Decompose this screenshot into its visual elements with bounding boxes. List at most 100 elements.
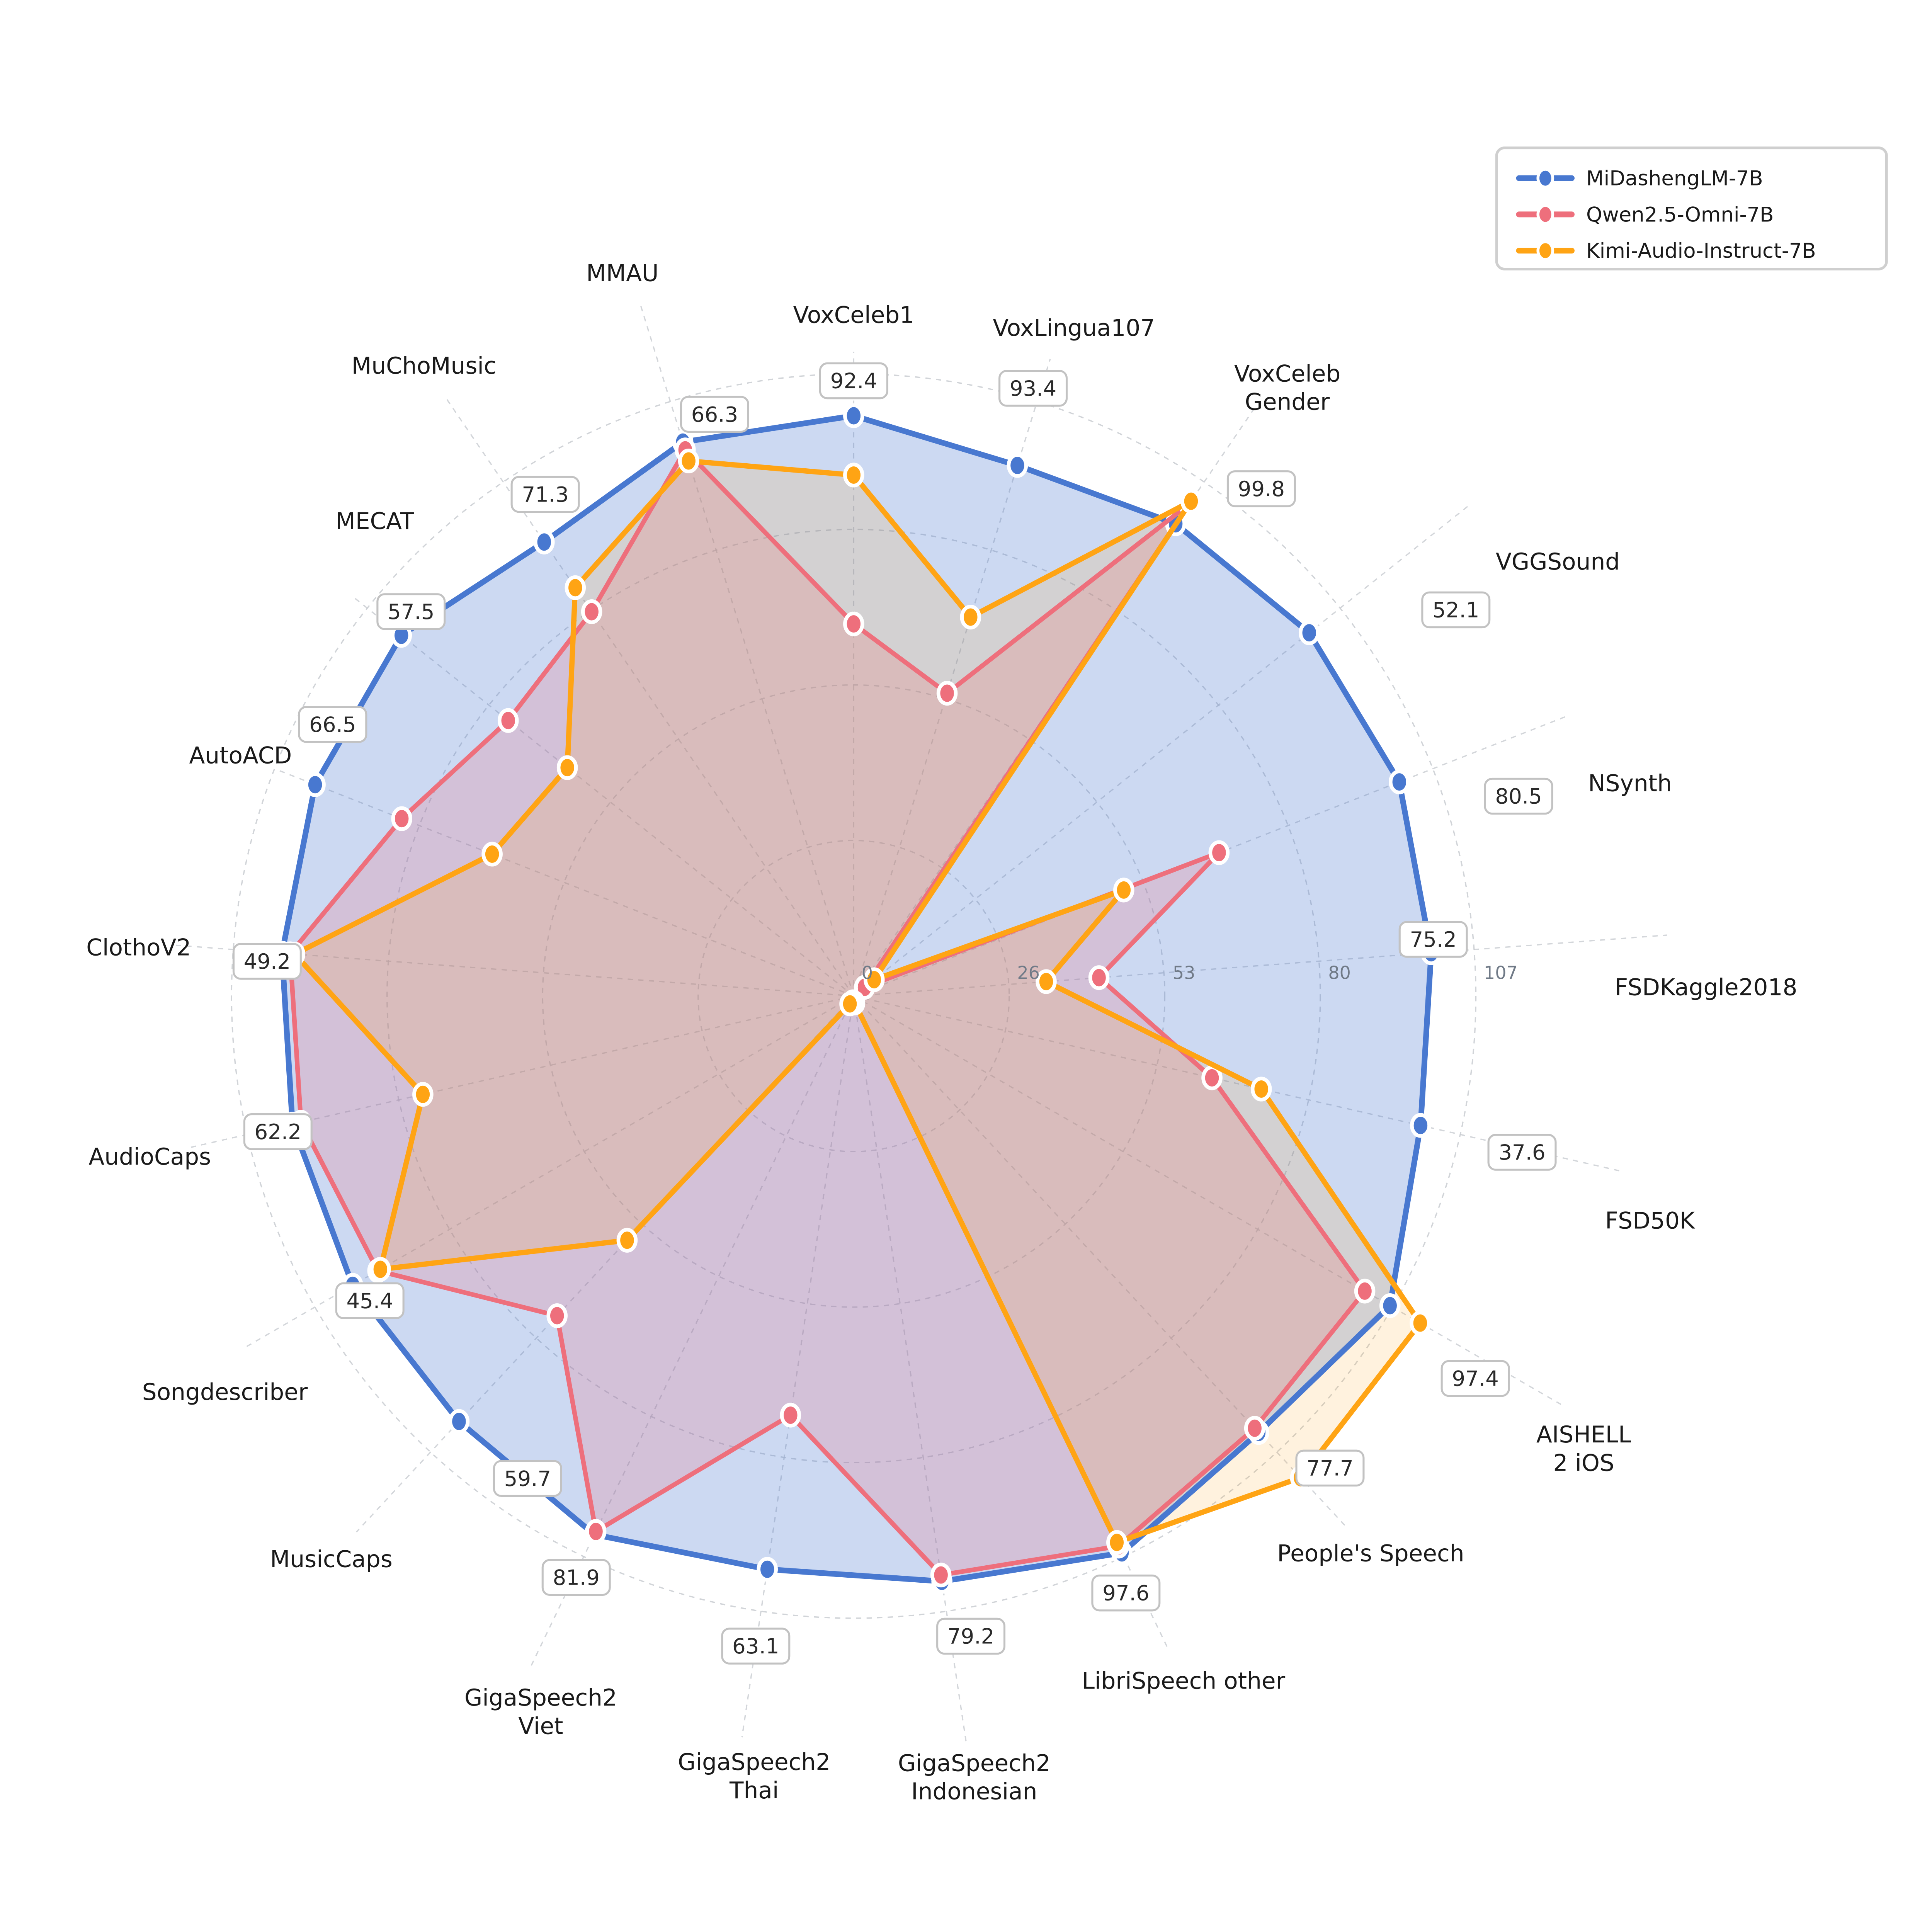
data-point-Qwen2.5-Omni-7B [585,1519,607,1544]
data-point-MiDashengLM-7B [1410,1113,1431,1138]
data-point-Qwen2.5-Omni-7B [1088,965,1110,990]
value-box-frame [1484,777,1553,815]
value-boxes: 92.4 93.4 99.8 52.1 80.5 75.2 37.6 97.4 77.7 97.6… [232,362,1557,1665]
series-fill-Qwen2.5-Omni-7B [290,450,1365,1575]
category-label: VoxCeleb1 [793,302,915,328]
value-box-frame [1295,1449,1365,1487]
category-label: Songdescriber [142,1379,308,1406]
value-box-frame [819,362,888,400]
data-point-Kimi-Audio-Instruct-7B [1250,1077,1272,1102]
category-label: MECAT [335,508,414,535]
data-point-Kimi-Audio-Instruct-7B [1410,1311,1431,1336]
axis-spoke [854,934,1667,997]
value-box: 63.1 [721,1628,791,1665]
value-box-text: 66.5 [309,712,356,737]
value-box: 52.1 [1421,591,1491,629]
category-label: ClothoV2 [86,935,191,961]
value-box-text: 45.4 [346,1288,393,1313]
value-box: 81.9 [541,1559,611,1596]
radial-tick-label: 80 [1328,962,1351,983]
value-box-text: 63.1 [732,1634,779,1658]
value-box: 37.6 [1487,1134,1557,1171]
value-box-text: 97.6 [1102,1581,1149,1605]
data-point-Kimi-Audio-Instruct-7B [1106,1530,1128,1555]
value-box-text: 49.2 [244,949,291,974]
legend-swatch-dot [1536,168,1554,189]
category-label: GigaSpeech2 Thai [678,1749,830,1804]
category-label: LibriSpeech other [1082,1668,1286,1695]
legend-item: MiDashengLM-7B [1516,167,1763,190]
value-box: 80.5 [1484,777,1553,815]
category-label: VoxLingua107 [993,315,1155,342]
radial-tick-label: 53 [1173,962,1196,983]
legend-frame [1495,146,1888,270]
value-box-frame [243,1113,313,1150]
value-box-frame [510,476,580,513]
data-point-Kimi-Audio-Instruct-7B [412,1082,434,1107]
data-point-MiDashengLM-7B [1007,453,1028,478]
value-box-frame [335,1282,405,1319]
radial-tick-label: 107 [1484,962,1518,983]
value-box: 71.3 [510,476,580,513]
value-box-frame [376,593,446,630]
value-box-frame [1226,470,1296,507]
radial-tick-label: 0 [862,962,873,983]
data-point-Kimi-Audio-Instruct-7B [616,1228,638,1253]
data-point-MiDashengLM-7B [843,403,864,429]
axis-spoke [355,598,854,997]
value-box: 99.8 [1226,470,1296,507]
category-label: VoxCeleb Gender [1234,361,1341,415]
value-box-frame [1421,591,1491,629]
data-point-Kimi-Audio-Instruct-7B [864,967,885,992]
data-point-MiDashengLM-7B [448,1409,470,1434]
data-point-Qwen2.5-Omni-7B [497,708,519,733]
value-box: 59.7 [493,1460,562,1497]
category-label: GigaSpeech2 Viet [464,1685,617,1740]
value-box-text: 79.2 [947,1624,994,1649]
axis-spoke [175,944,854,997]
legend: MiDashengLM-7B Qwen2.5-Omni-7B Kimi-Audio-… [1495,146,1888,270]
value-box-text: 59.7 [504,1466,551,1491]
axis-spoke [640,306,854,997]
data-point-MiDashengLM-7B [1389,769,1410,794]
value-box: 66.5 [298,706,367,743]
data-point-Qwen2.5-Omni-7B [1354,1279,1376,1304]
category-label: People's Speech [1277,1540,1464,1567]
value-box-frame [998,370,1068,407]
data-point-Qwen2.5-Omni-7B [780,1403,801,1428]
value-box-frame [541,1559,611,1596]
category-label: MuChoMusic [352,353,497,379]
category-label: FSD50K [1605,1208,1696,1235]
value-box-text: 37.6 [1498,1140,1545,1165]
data-point-Kimi-Audio-Instruct-7B [960,605,981,630]
value-box: 93.4 [998,370,1068,407]
value-box-frame [1091,1574,1161,1612]
data-point-Qwen2.5-Omni-7B [930,1563,952,1588]
value-box-frame [493,1460,562,1497]
value-box-text: 52.1 [1432,597,1479,622]
value-box: 49.2 [232,943,302,980]
legend-item: Qwen2.5-Omni-7B [1516,203,1774,226]
grid-ring [697,840,1010,1152]
value-box: 77.7 [1295,1449,1365,1487]
radial-tick-label: 26 [1017,962,1040,983]
axis-spoke [242,995,854,1350]
value-box-frame [680,396,749,433]
data-point-Qwen2.5-Omni-7B [1201,1065,1223,1090]
data-point-Kimi-Audio-Instruct-7B [556,755,578,780]
axis-spoke [853,502,1472,997]
value-box: 66.3 [680,396,749,433]
legend-swatch-dot [1536,204,1554,225]
data-point-Qwen2.5-Omni-7B [391,806,412,831]
value-box-text: 71.3 [522,482,568,507]
grid-ring [542,684,1166,1308]
value-box: 45.4 [335,1282,405,1319]
value-box: 79.2 [936,1617,1006,1655]
data-point-Kimi-Audio-Instruct-7B [481,842,503,867]
data-point-Qwen2.5-Omni-7B [581,599,602,624]
data-point-Kimi-Audio-Instruct-7B [565,575,586,600]
value-box-text: 92.4 [830,369,877,393]
category-label: FSDKaggle2018 [1615,975,1798,1001]
category-label: MusicCaps [270,1546,393,1573]
